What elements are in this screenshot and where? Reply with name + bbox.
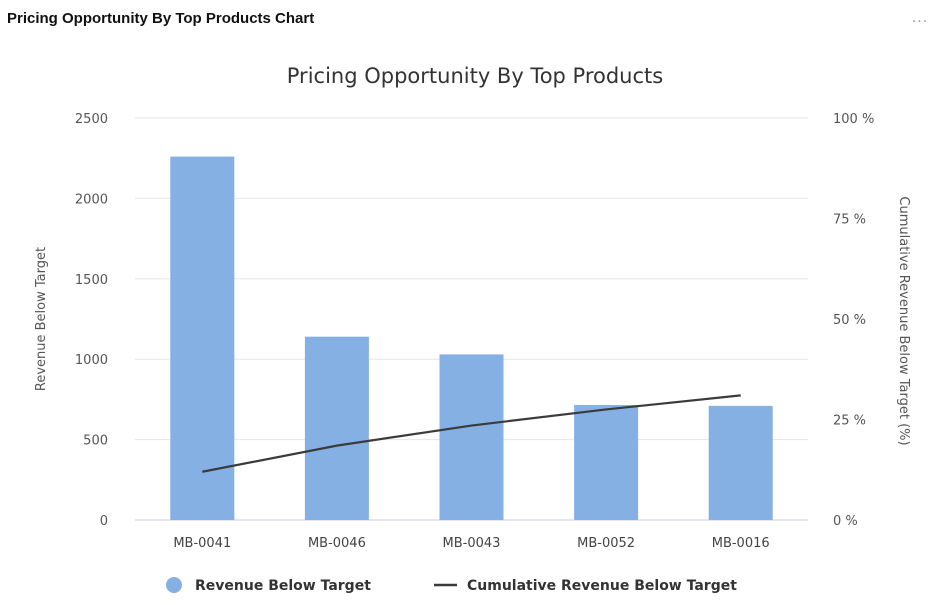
y-tick-label: 2500 [75, 112, 108, 127]
x-tick-label: MB-0043 [443, 536, 501, 551]
legend-marker-revenue [166, 577, 182, 593]
more-options-icon[interactable]: ... [911, 9, 929, 26]
cumulative-line [202, 394, 741, 473]
y-tick-label: 0 [100, 514, 108, 529]
y-axis-label: Revenue Below Target [34, 247, 49, 391]
bar-mb-0052 [574, 405, 639, 520]
x-tick-label: MB-0016 [712, 536, 770, 551]
bar-mb-0041 [170, 156, 235, 520]
y2-tick-label: 100 % [833, 112, 874, 127]
legend-label-revenue: Revenue Below Target [195, 578, 371, 594]
y-tick-label: 500 [83, 434, 108, 449]
x-tick-label: MB-0046 [308, 536, 366, 551]
bar-mb-0046 [304, 336, 369, 520]
panel-title: Pricing Opportunity By Top Products Char… [7, 10, 315, 27]
legend-label-cumulative: Cumulative Revenue Below Target [467, 578, 737, 594]
x-tick-label: MB-0052 [577, 536, 635, 551]
y2-tick-label: 50 % [833, 313, 866, 328]
y2-tick-label: 75 % [833, 213, 866, 228]
y2-tick-label: 0 % [833, 514, 858, 529]
pareto-chart: Pricing Opportunity By Top Products 0 500 1… [34, 64, 911, 594]
y2-axis-label: Cumulative Revenue Below Target (%) [896, 196, 911, 445]
chart-container: Pricing Opportunity By Top Products 0 500 1… [0, 40, 938, 600]
panel-header: Pricing Opportunity By Top Products Char… [0, 0, 938, 40]
y-tick-label: 2000 [75, 192, 108, 207]
y-tick-label: 1500 [75, 273, 108, 288]
y2-tick-label: 25 % [833, 414, 866, 429]
chart-title: Pricing Opportunity By Top Products [287, 64, 663, 88]
bar-mb-0043 [439, 354, 504, 520]
x-tick-label: MB-0041 [173, 536, 231, 551]
y-tick-label: 1000 [75, 353, 108, 368]
bar-mb-0016 [708, 405, 773, 520]
